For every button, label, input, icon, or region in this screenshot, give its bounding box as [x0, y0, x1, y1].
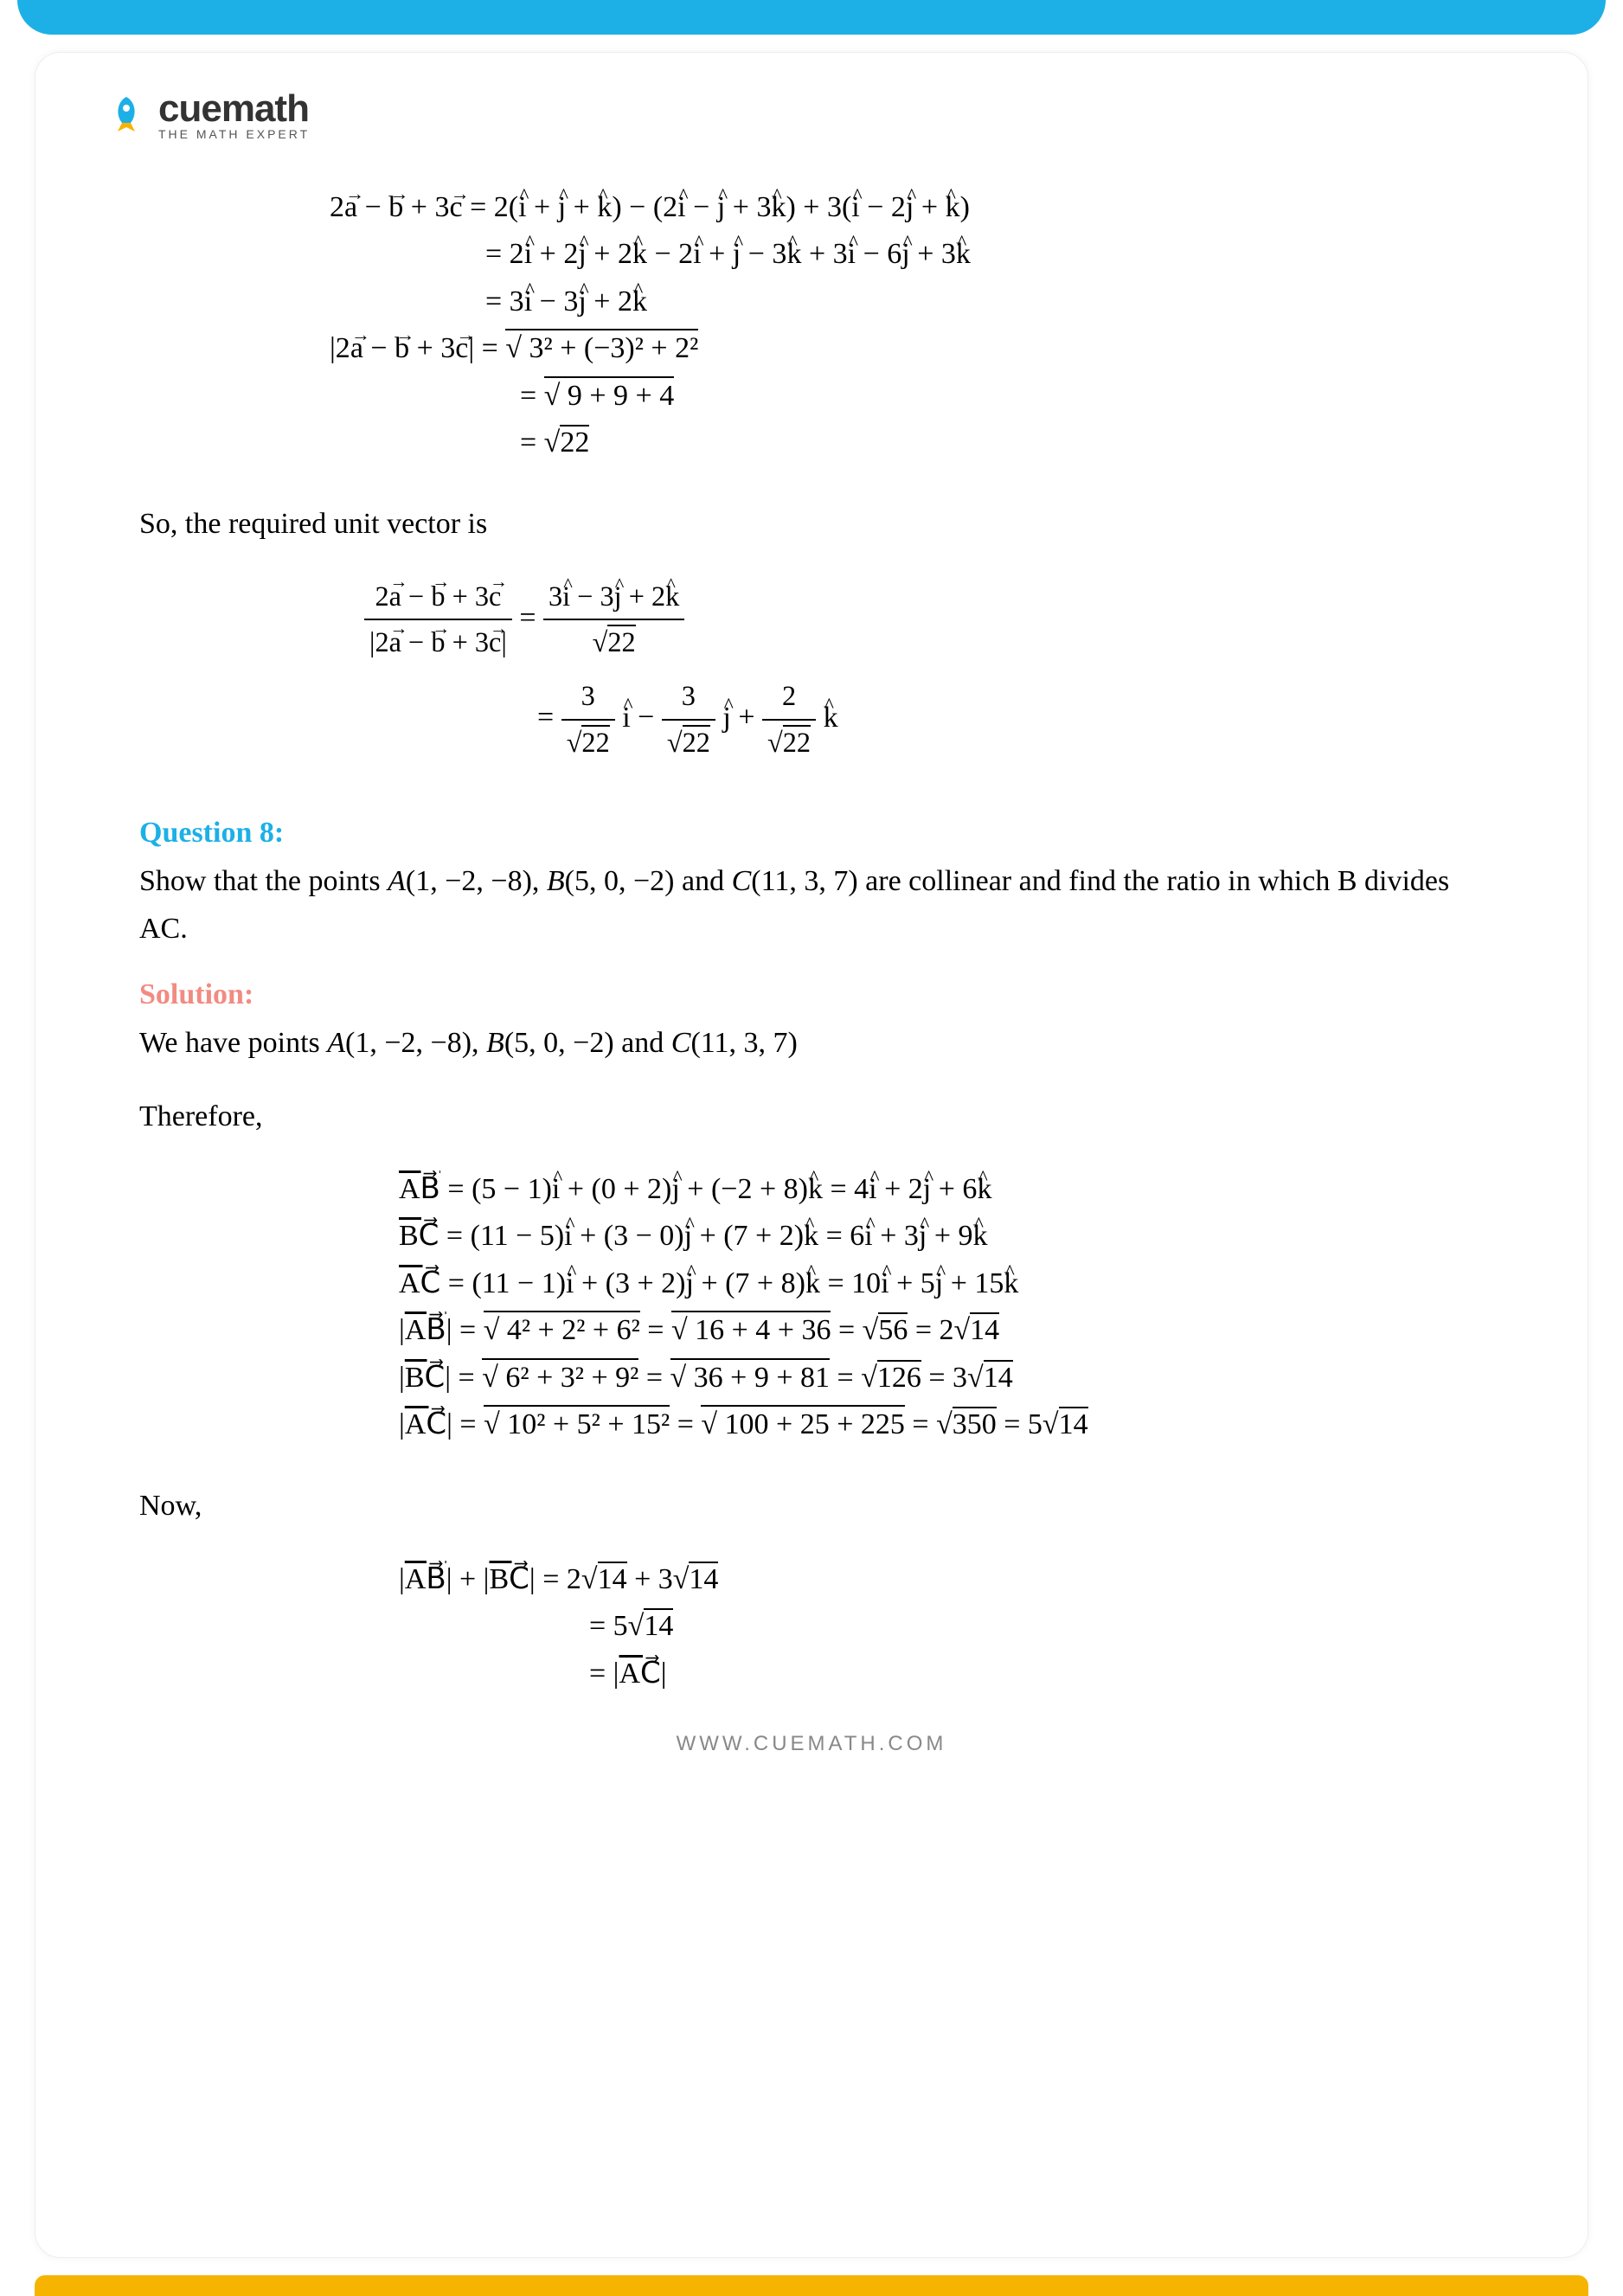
- solution-label: Solution:: [139, 978, 1484, 1011]
- math-line: |AB⃗| = √ 4² + 2² + 6² = √ 16 + 4 + 36 =…: [399, 1307, 1518, 1354]
- math-inline: C: [671, 1027, 691, 1059]
- math-inline: A: [388, 865, 406, 897]
- math-block-unit-vector: 2a − b + 3c |2a − b + 3c| = 3i − 3j + 2k…: [364, 574, 1518, 766]
- footer-url: WWW.CUEMATH.COM: [105, 1732, 1518, 1756]
- text-fragment: and: [614, 1027, 671, 1059]
- brand-title: cuemath: [158, 87, 310, 131]
- math-line: 2a − b + 3c = 2(i + j + k) − (2i − j + 3…: [330, 184, 1518, 231]
- page-card: cuemath THE MATH EXPERT 2a − b + 3c = 2(…: [35, 52, 1588, 2258]
- math-line: 2a − b + 3c |2a − b + 3c| = 3i − 3j + 2k…: [364, 574, 1518, 665]
- text-fragment: Show that the points: [139, 865, 388, 897]
- math-block-vector-combination: 2a − b + 3c = 2(i + j + k) − (2i − j + 3…: [330, 184, 1518, 466]
- question-text: Show that the points A(1, −2, −8), B(5, …: [139, 858, 1484, 952]
- brand-logo-row: cuemath THE MATH EXPERT: [105, 87, 1518, 141]
- body-text: So, the required unit vector is: [139, 501, 1484, 548]
- math-line: |BC⃗| = √ 6² + 3² + 9² = √ 36 + 9 + 81 =…: [399, 1355, 1518, 1401]
- math-line: |2a − b + 3c| = √ 3² + (−3)² + 2²: [330, 325, 1518, 372]
- math-inline: C: [732, 865, 752, 897]
- text-fragment: We have points: [139, 1027, 327, 1059]
- math-block-vectors: AB⃗ = (5 − 1)i + (0 + 2)j + (−2 + 8)k = …: [399, 1166, 1518, 1448]
- math-line: = 3√22 i − 3√22 j + 2√22 k: [364, 674, 1518, 765]
- math-line: = |AC⃗|: [399, 1651, 1518, 1697]
- text-fragment: and: [675, 865, 732, 897]
- math-block-sum: |AB⃗| + |BC⃗| = 2√14 + 3√14 = 5√14 = |AC…: [399, 1556, 1518, 1697]
- math-line: |AC⃗| = √ 10² + 5² + 15² = √ 100 + 25 + …: [399, 1401, 1518, 1448]
- brand-tagline: THE MATH EXPERT: [158, 127, 310, 141]
- math-line: = √22: [330, 420, 1518, 466]
- question-label: Question 8:: [139, 817, 1484, 850]
- math-line: = √ 9 + 9 + 4: [330, 373, 1518, 420]
- solution-intro: We have points A(1, −2, −8), B(5, 0, −2)…: [139, 1020, 1484, 1067]
- math-line: AC⃗ = (11 − 1)i + (3 + 2)j + (7 + 8)k = …: [399, 1260, 1518, 1307]
- math-line: AB⃗ = (5 − 1)i + (0 + 2)j + (−2 + 8)k = …: [399, 1166, 1518, 1213]
- math-inline: A: [327, 1027, 345, 1059]
- footer-accent-bar: [35, 2275, 1588, 2296]
- math-line: = 3i − 3j + 2k: [330, 279, 1518, 325]
- math-line: BC⃗ = (11 − 5)i + (3 − 0)j + (7 + 2)k = …: [399, 1213, 1518, 1260]
- body-text: Therefore,: [139, 1093, 1484, 1140]
- math-line: = 5√14: [399, 1603, 1518, 1650]
- rocket-icon: [105, 93, 148, 136]
- body-text: Now,: [139, 1483, 1484, 1530]
- top-accent-bar: [17, 0, 1606, 35]
- math-line: |AB⃗| + |BC⃗| = 2√14 + 3√14: [399, 1556, 1518, 1603]
- math-line: = 2i + 2j + 2k − 2i + j − 3k + 3i − 6j +…: [330, 231, 1518, 278]
